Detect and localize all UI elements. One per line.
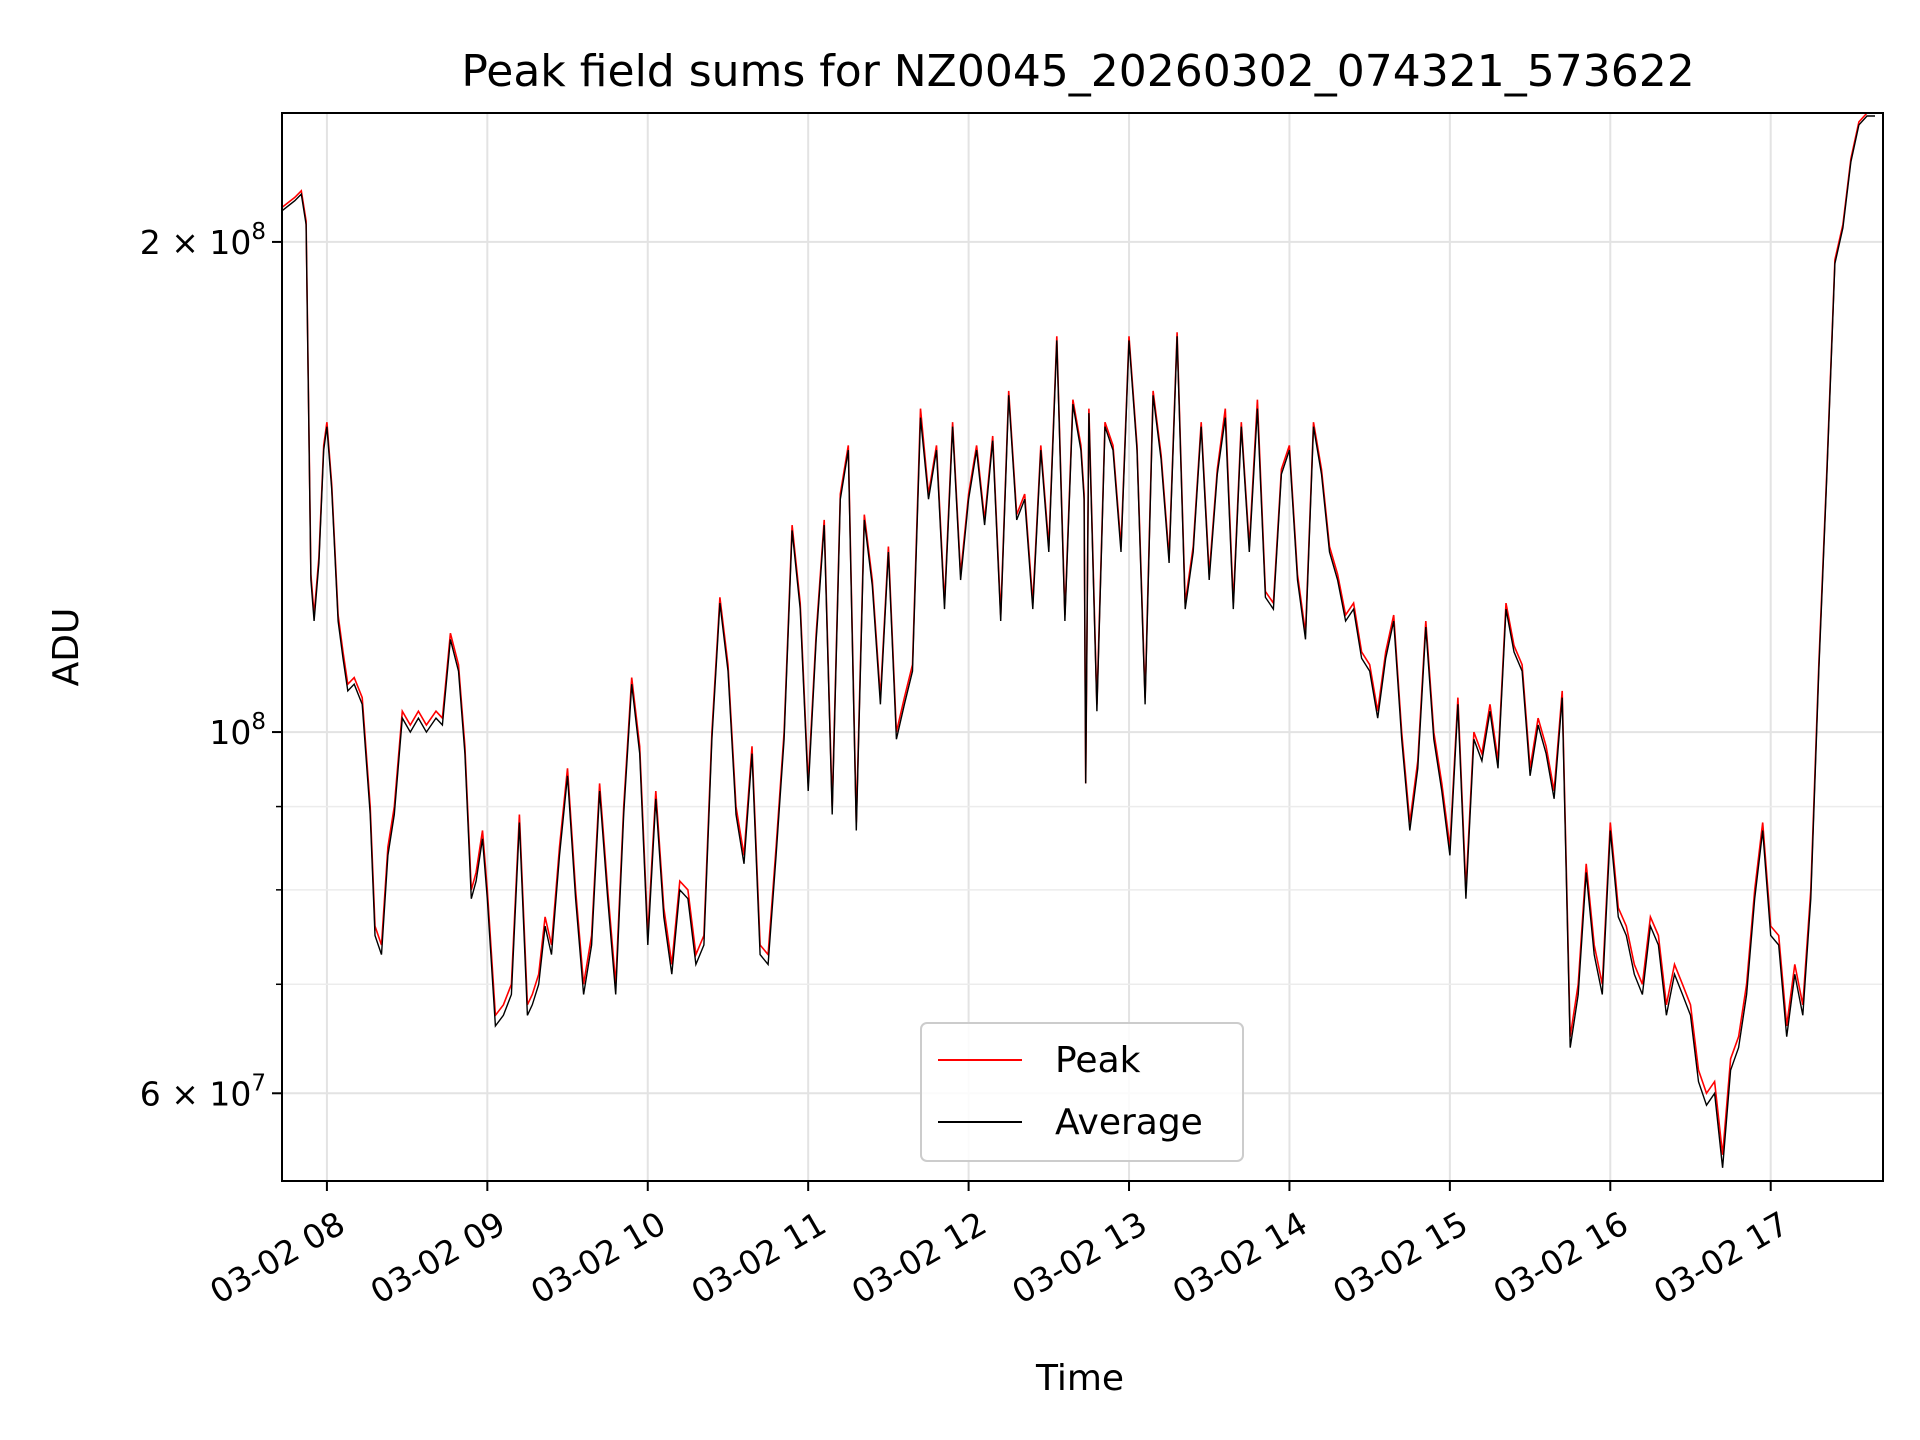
y-tick-label-exponent: 8 xyxy=(251,709,266,735)
y-tick-label: 6 × 107 xyxy=(140,1070,266,1113)
y-tick-label: 2 × 108 xyxy=(140,219,266,262)
legend-average-label: Average xyxy=(1055,1102,1203,1143)
y-axis-label: ADU xyxy=(46,608,87,687)
series-layer xyxy=(281,112,1875,1168)
average-series-line xyxy=(281,115,1875,1168)
chart-title: Peak field sums for NZ0045_20260302_0743… xyxy=(461,46,1694,97)
plot-frame xyxy=(281,112,1884,1182)
legend: Peak Average xyxy=(920,1022,1244,1162)
y-tick-label-base: 6 × 10 xyxy=(140,1074,252,1113)
y-tick-label-exponent: 7 xyxy=(251,1070,266,1096)
legend-peak-label: Peak xyxy=(1055,1040,1141,1081)
y-tick-label-base: 10 xyxy=(209,713,251,752)
peak-series-line xyxy=(281,112,1875,1155)
legend-box xyxy=(920,1022,1244,1162)
y-tick-label-exponent: 8 xyxy=(251,219,266,245)
y-tick-label: 108 xyxy=(209,709,266,752)
y-tick-label-base: 2 × 10 xyxy=(140,223,252,262)
x-axis-label: Time xyxy=(1035,1358,1124,1399)
